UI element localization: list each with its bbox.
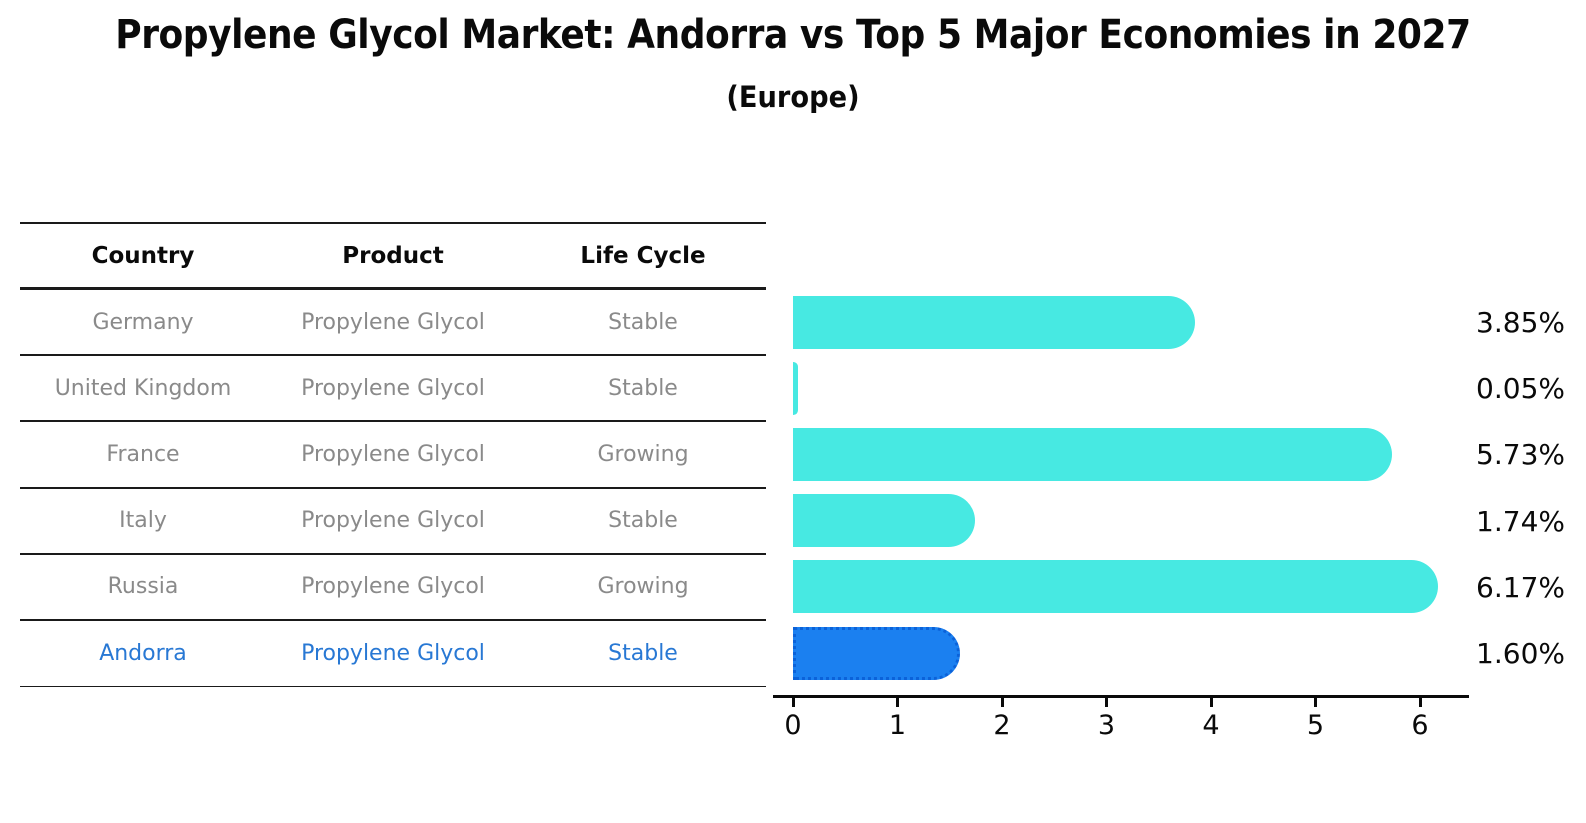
table-header-row: Country Product Life Cycle [20, 224, 766, 290]
x-axis-tick [896, 695, 899, 707]
cell-life-cycle: Stable [608, 375, 678, 401]
value-label-italy: 1.74% [1476, 504, 1565, 538]
value-label-russia: 6.17% [1476, 570, 1565, 604]
x-axis-tick-label: 6 [1411, 710, 1429, 741]
table-row-germany: Germany Propylene Glycol Stable [20, 290, 766, 357]
x-axis-tick [791, 695, 795, 707]
value-label-france: 5.73% [1476, 438, 1565, 472]
cell-country: France [106, 441, 180, 467]
x-axis-tick [1000, 695, 1004, 707]
cell-life-cycle: Growing [597, 574, 689, 600]
cell-country: Germany [92, 309, 194, 335]
bar-russia [793, 560, 1438, 614]
x-axis-tick-label: 4 [1202, 710, 1220, 741]
value-label-united-kingdom: 0.05% [1476, 372, 1565, 406]
chart-subtitle: (Europe) [726, 80, 860, 114]
bar-united-kingdom [793, 361, 799, 415]
table-row-united-kingdom: United Kingdom Propylene Glycol Stable [20, 356, 766, 423]
x-axis-tick [1209, 695, 1213, 707]
cell-product: Propylene Glycol [301, 641, 485, 667]
highlight-bar-andorra [793, 626, 961, 680]
header-country: Country [91, 242, 195, 269]
cell-life-cycle: Stable [608, 309, 678, 335]
bar-germany [793, 295, 1196, 349]
cell-product: Propylene Glycol [301, 508, 485, 534]
x-axis-line [773, 695, 1469, 698]
value-label-germany: 3.85% [1476, 306, 1565, 339]
cell-product: Propylene Glycol [301, 574, 485, 600]
x-axis-tick [1314, 695, 1317, 707]
table-row-france: France Propylene Glycol Growing [20, 422, 766, 489]
value-label-andorra: 1.60% [1476, 637, 1565, 670]
cell-product: Propylene Glycol [301, 375, 485, 401]
cell-life-cycle: Stable [608, 641, 678, 667]
x-axis-tick [1105, 695, 1108, 707]
x-axis-tick-label: 1 [888, 710, 907, 741]
cell-product: Propylene Glycol [301, 441, 485, 467]
header-life-cycle: Life Cycle [580, 242, 706, 269]
table-row-andorra: Andorra Propylene Glycol Stable [20, 621, 766, 688]
cell-product: Propylene Glycol [301, 309, 485, 335]
country-table: Country Product Life Cycle Germany Propyl… [20, 222, 766, 688]
header-product: Product [342, 242, 444, 269]
cell-life-cycle: Growing [597, 441, 689, 467]
bar-italy [793, 494, 975, 548]
cell-country: United Kingdom [54, 375, 232, 401]
x-axis-tick-label: 2 [993, 710, 1011, 741]
chart-title: Propylene Glycol Market: Andorra vs Top … [115, 12, 1471, 58]
x-axis-tick-label: 5 [1306, 710, 1325, 741]
x-axis-tick-label: 0 [784, 710, 802, 741]
cell-life-cycle: Stable [608, 508, 678, 534]
x-axis-tick-label: 3 [1097, 710, 1116, 741]
cell-country: Andorra [99, 641, 187, 667]
table-row-russia: Russia Propylene Glycol Growing [20, 555, 766, 621]
table-row-italy: Italy Propylene Glycol Stable [20, 489, 766, 555]
cell-country: Italy [119, 508, 167, 534]
bar-france [793, 427, 1392, 481]
cell-country: Russia [107, 574, 179, 600]
x-axis-tick [1418, 695, 1422, 707]
